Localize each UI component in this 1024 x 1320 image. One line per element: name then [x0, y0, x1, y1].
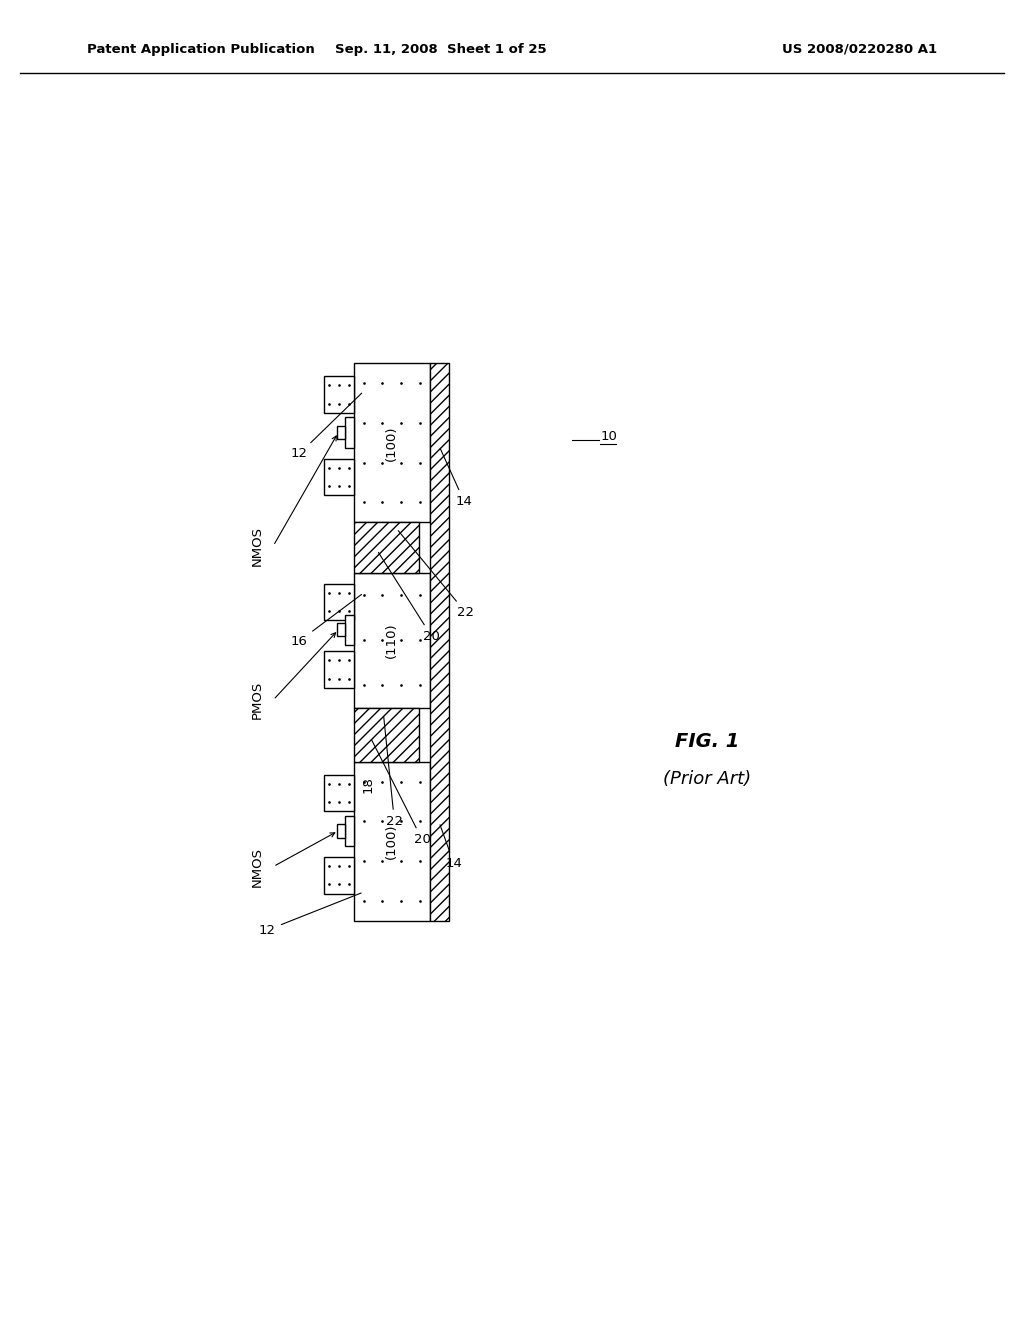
- Bar: [324, 651, 354, 688]
- Bar: [354, 363, 430, 523]
- Bar: [354, 523, 419, 573]
- Bar: [354, 762, 430, 920]
- Text: 14: 14: [440, 825, 462, 870]
- Text: (100): (100): [385, 824, 398, 859]
- Bar: [324, 458, 354, 495]
- Bar: [337, 426, 345, 440]
- Text: 20: 20: [379, 553, 440, 643]
- Text: 22: 22: [384, 717, 402, 828]
- Bar: [345, 417, 354, 447]
- Text: NMOS: NMOS: [251, 846, 264, 887]
- Text: FIG. 1: FIG. 1: [675, 733, 739, 751]
- Text: 16: 16: [291, 594, 361, 648]
- Text: US 2008/0220280 A1: US 2008/0220280 A1: [782, 42, 937, 55]
- Text: (100): (100): [385, 425, 398, 461]
- Bar: [324, 376, 354, 413]
- Text: 18: 18: [361, 776, 375, 793]
- Text: (Prior Art): (Prior Art): [664, 771, 752, 788]
- Text: 20: 20: [372, 741, 430, 846]
- Bar: [345, 816, 354, 846]
- Bar: [354, 573, 430, 708]
- Bar: [430, 363, 449, 920]
- Bar: [337, 824, 345, 837]
- Text: 10: 10: [600, 430, 617, 444]
- Text: Patent Application Publication: Patent Application Publication: [87, 42, 314, 55]
- Text: (110): (110): [385, 623, 398, 659]
- Bar: [324, 857, 354, 894]
- Text: NMOS: NMOS: [251, 525, 264, 566]
- Text: 12: 12: [259, 894, 361, 937]
- Bar: [354, 708, 419, 762]
- Bar: [324, 583, 354, 620]
- Text: 12: 12: [291, 393, 361, 461]
- Bar: [337, 623, 345, 636]
- Text: 14: 14: [440, 449, 473, 508]
- Text: Sep. 11, 2008  Sheet 1 of 25: Sep. 11, 2008 Sheet 1 of 25: [335, 42, 546, 55]
- Bar: [324, 775, 354, 810]
- Text: 22: 22: [398, 531, 474, 619]
- Bar: [345, 615, 354, 645]
- Text: PMOS: PMOS: [251, 681, 264, 719]
